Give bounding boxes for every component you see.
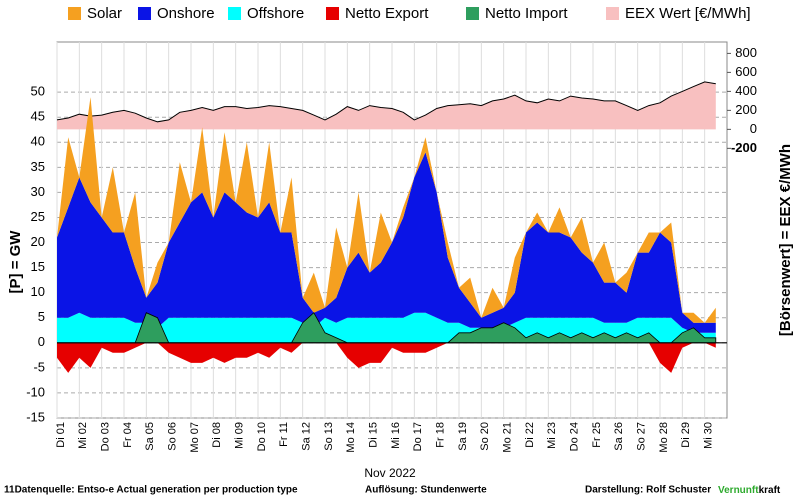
y-tick-label: 40: [31, 134, 45, 149]
y-tick-label: 35: [31, 159, 45, 174]
x-tick-label: Do 17: [412, 422, 424, 451]
x-tick-label: Mi 23: [546, 422, 558, 449]
brand: Vernunftkraft: [718, 485, 781, 496]
x-tick-label: Di 01: [55, 422, 67, 448]
y-tick-label: 25: [31, 209, 45, 224]
legend-label: Onshore: [157, 5, 215, 22]
x-tick-label: Mo 21: [502, 422, 514, 453]
stacked-area: [57, 312, 716, 343]
x-tick-label: So 13: [323, 422, 335, 451]
x-tick-label: Mi 16: [390, 422, 402, 449]
y2-tick-label: 800: [735, 45, 757, 60]
y-tick-label: -15: [26, 409, 45, 424]
legend-swatch: [466, 7, 479, 20]
y2-tick-label: -200: [731, 140, 757, 155]
y-tick-label: 15: [31, 259, 45, 274]
y2-tick-label: 0: [750, 121, 757, 136]
legend-label: Netto Import: [485, 5, 568, 22]
x-tick-label: Di 15: [368, 422, 380, 448]
x-tick-label: Mo 14: [345, 422, 357, 453]
x-axis-label: Nov 2022: [364, 466, 416, 480]
x-tick-label: Fr 18: [435, 422, 447, 448]
legend-swatch: [326, 7, 339, 20]
y2-tick-label: 400: [735, 83, 757, 98]
y2-tick-label: 600: [735, 64, 757, 79]
legend-label: Solar: [87, 5, 122, 22]
legend-swatch: [138, 7, 151, 20]
x-tick-label: Mi 02: [77, 422, 89, 449]
brand-a: Vernunft: [718, 485, 759, 496]
source: 11Datenquelle: Entso-e Actual generation…: [4, 485, 298, 496]
x-tick-label: Do 24: [569, 422, 581, 451]
y2-axis-label: [Börsenwert] = EEX €/MWh: [777, 144, 794, 336]
legend-label: Netto Export: [345, 5, 429, 22]
y-tick-label: 50: [31, 84, 45, 99]
resolution: Auflösung: Stundenwerte: [365, 485, 487, 496]
x-tick-label: Fr 25: [591, 422, 603, 448]
x-tick-label: Di 22: [524, 422, 536, 448]
x-tick-label: Do 03: [100, 422, 112, 451]
x-tick-label: So 27: [636, 422, 648, 451]
legend-label: EEX Wert [€/MWh]: [625, 5, 751, 22]
y2-tick-label: 200: [735, 102, 757, 117]
y-tick-label: 45: [31, 109, 45, 124]
legend-label: Offshore: [247, 5, 304, 22]
y-tick-label: -10: [26, 384, 45, 399]
legend-swatch: [606, 7, 619, 20]
price-area: [57, 81, 716, 130]
x-tick-label: So 06: [167, 422, 179, 451]
brand-b: kraft: [759, 485, 781, 496]
x-tick-label: Di 29: [680, 422, 692, 448]
x-tick-label: Sa 05: [144, 422, 156, 451]
y-tick-label: 20: [31, 234, 45, 249]
legend-swatch: [228, 7, 241, 20]
legend-swatch: [68, 7, 81, 20]
x-tick-label: Fr 11: [278, 422, 290, 447]
y-tick-label: 0: [38, 334, 45, 349]
x-tick-label: Mo 07: [189, 422, 201, 453]
x-tick-label: Fr 04: [122, 422, 134, 448]
author: Darstellung: Rolf Schuster: [585, 485, 711, 496]
price-line: [56, 81, 716, 123]
y-tick-label: 5: [38, 309, 45, 324]
x-tick-label: So 20: [479, 422, 491, 451]
x-tick-label: Do 10: [256, 422, 268, 451]
y-tick-label: 10: [31, 284, 45, 299]
x-tick-label: Di 08: [211, 422, 223, 448]
x-tick-label: Sa 12: [301, 422, 313, 451]
x-tick-label: Mi 09: [234, 422, 246, 449]
flow-area: [57, 342, 716, 373]
stacked-area: [57, 152, 716, 333]
y-axis-label: [P] = GW: [7, 230, 24, 294]
x-tick-label: Mo 28: [658, 422, 670, 453]
x-tick-label: Mi 30: [703, 422, 715, 449]
y-tick-label: 30: [31, 184, 45, 199]
y-tick-label: -5: [33, 359, 45, 374]
x-tick-label: Sa 19: [457, 422, 469, 451]
x-tick-label: Sa 26: [613, 422, 625, 451]
